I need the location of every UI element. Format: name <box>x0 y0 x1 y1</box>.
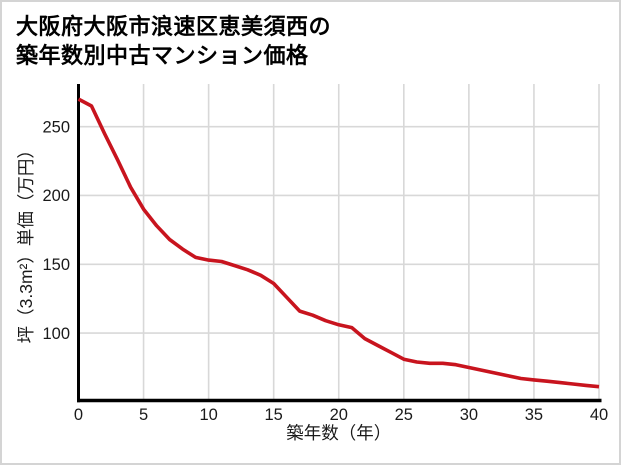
x-tick-label: 30 <box>460 406 478 424</box>
x-tick-label: 20 <box>330 406 348 424</box>
x-tick-label: 25 <box>395 406 413 424</box>
x-tick-label: 10 <box>199 406 217 424</box>
x-tick-label: 0 <box>74 406 83 424</box>
x-tick-label: 5 <box>139 406 148 424</box>
x-tick-label: 40 <box>590 406 608 424</box>
y-tick-label: 250 <box>42 118 70 136</box>
chart-title-line2: 築年数別中古マンション価格 <box>16 43 309 69</box>
y-tick-label: 100 <box>42 325 70 343</box>
chart-title: 大阪府大阪市浪速区恵美須西の 築年数別中古マンション価格 <box>16 12 331 70</box>
y-tick-label: 150 <box>42 256 70 274</box>
x-tick-label: 15 <box>265 406 283 424</box>
x-axis-title: 築年数（年） <box>286 423 391 443</box>
price-line <box>77 97 600 389</box>
y-tick-label: 200 <box>42 187 70 205</box>
chart-title-line1: 大阪府大阪市浪速区恵美須西の <box>16 14 332 39</box>
x-tick-label: 35 <box>525 406 543 424</box>
y-axis-title: 坪（3.3m²）単価（万円） <box>16 141 36 343</box>
